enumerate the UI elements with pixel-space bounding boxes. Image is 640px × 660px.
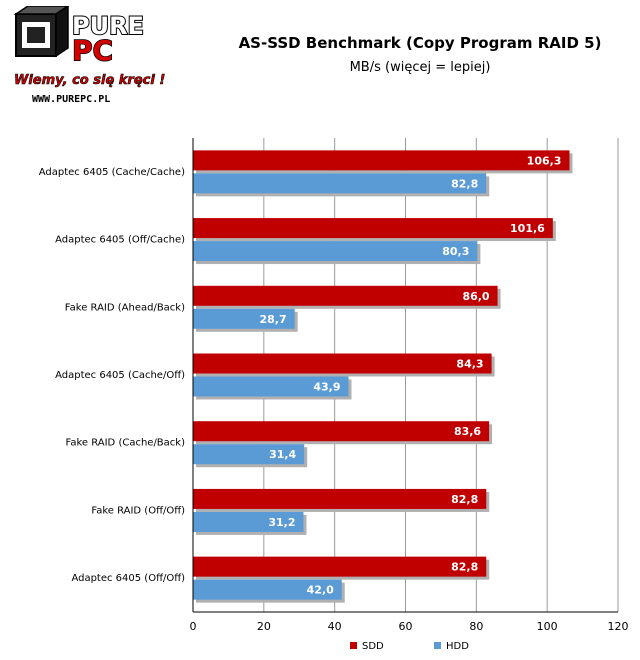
bar-value-label: 106,3 (527, 154, 562, 167)
category-label: Fake RAID (Cache/Back) (66, 438, 186, 449)
legend: SDD HDD (350, 641, 469, 652)
bar-value-label: 84,3 (456, 358, 483, 371)
bar-sdd (193, 421, 490, 442)
bar-value-label: 86,0 (462, 290, 489, 303)
bars: 106,3 82,8 101,6 80,3 86,0 28,7 84,3 43,9 83,6 31… (193, 150, 573, 603)
chart-subtitle: MB/s (więcej = lepiej) (349, 60, 491, 75)
x-tick-label: 40 (328, 620, 342, 633)
bar-hdd (193, 173, 487, 194)
logo-url: WWW.PUREPC.PL (32, 94, 110, 105)
legend-label-sdd: SDD (362, 641, 384, 652)
logo-brand-bottom: PC (72, 34, 113, 67)
purepc-logo: PURE PC Wiemy, co się kręci ! WWW.PUREPC… (13, 6, 166, 105)
bar-hdd (193, 444, 305, 465)
category-label: Adaptec 6405 (Off/Off) (71, 573, 185, 584)
bar-value-label: 82,8 (451, 561, 478, 574)
bar-value-label: 31,2 (268, 516, 295, 529)
bar-value-label: 80,3 (442, 245, 469, 258)
logo-box-icon (13, 6, 70, 58)
bar-value-label: 28,7 (260, 313, 287, 326)
category-label: Adaptec 6405 (Cache/Cache) (39, 167, 185, 178)
bar-sdd (193, 353, 492, 374)
category-label: Adaptec 6405 (Off/Cache) (55, 235, 185, 246)
category-label: Adaptec 6405 (Cache/Off) (55, 370, 185, 381)
category-label: Fake RAID (Ahead/Back) (65, 302, 185, 313)
axes: 0 20 40 60 80 100 120 Adaptec 6405 (Cache/Cache… (39, 138, 629, 633)
bar-value-label: 82,8 (451, 177, 478, 190)
bar-sdd (193, 556, 487, 577)
bar-sdd (193, 488, 487, 509)
bar-sdd (193, 285, 498, 306)
bar-value-label: 31,4 (269, 448, 296, 461)
bar-value-label: 43,9 (313, 381, 340, 394)
category-label: Fake RAID (Off/Off) (91, 505, 185, 516)
legend-label-hdd: HDD (446, 641, 469, 652)
logo-brand-top: PURE (72, 12, 144, 40)
x-tick-label: 80 (469, 620, 483, 633)
bar-value-label: 82,8 (451, 493, 478, 506)
bar-hdd (193, 308, 295, 329)
bar-value-label: 42,0 (307, 584, 334, 597)
chart-title: AS-SSD Benchmark (Copy Program RAID 5) (238, 34, 602, 52)
legend-swatch-hdd (434, 642, 441, 649)
bar-sdd (193, 150, 570, 171)
bar-value-label: 83,6 (454, 425, 481, 438)
x-tick-label: 0 (190, 620, 197, 633)
x-tick-label: 60 (399, 620, 413, 633)
bar-hdd (193, 579, 342, 600)
x-tick-label: 120 (608, 620, 629, 633)
bar-hdd (193, 511, 304, 532)
x-tick-label: 100 (537, 620, 558, 633)
logo-slogan: Wiemy, co się kręci ! (14, 73, 165, 88)
bar-hdd (193, 376, 349, 397)
bar-value-label: 101,6 (510, 222, 545, 235)
legend-swatch-sdd (350, 642, 357, 649)
bar-sdd (193, 218, 553, 239)
x-tick-label: 20 (257, 620, 271, 633)
bar-hdd (193, 241, 478, 262)
